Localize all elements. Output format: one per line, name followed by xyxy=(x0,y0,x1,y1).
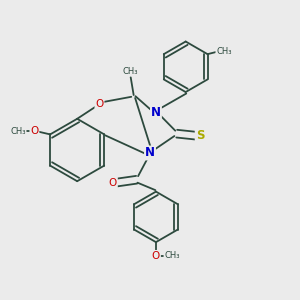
Text: S: S xyxy=(196,129,204,142)
Text: CH₃: CH₃ xyxy=(123,67,138,76)
Text: O: O xyxy=(109,178,117,188)
Text: CH₃: CH₃ xyxy=(164,251,180,260)
Text: N: N xyxy=(151,106,161,119)
Text: O: O xyxy=(95,99,104,109)
Text: CH₃: CH₃ xyxy=(216,47,232,56)
Text: N: N xyxy=(145,146,155,160)
Text: O: O xyxy=(152,251,160,261)
Text: CH₃: CH₃ xyxy=(10,127,26,136)
Text: O: O xyxy=(30,126,38,136)
